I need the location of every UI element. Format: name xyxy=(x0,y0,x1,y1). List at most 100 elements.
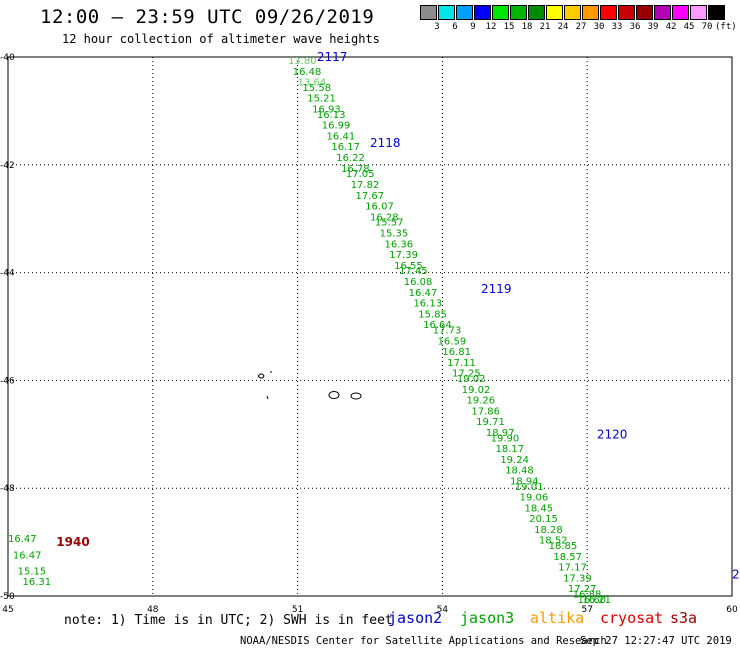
legend-item-jason3: jason3 xyxy=(460,609,515,627)
swh-value-label: 17.86 xyxy=(471,406,500,417)
lon-tick-label: 57 xyxy=(581,605,592,615)
scale-label: 39 xyxy=(647,22,659,32)
scale-swatch xyxy=(582,5,599,20)
swh-value-label: 17.82 xyxy=(351,180,380,191)
swh-value-label: 16.60 xyxy=(578,595,607,606)
scale-label: 21 xyxy=(539,22,551,32)
swh-value-label: 18.48 xyxy=(505,466,534,477)
swh-value-label: 16.07 xyxy=(365,202,394,213)
swh-value-label: 16.36 xyxy=(384,239,413,250)
swh-value-label: 18.97 xyxy=(486,428,515,439)
swh-value-label: 16.28 xyxy=(370,212,399,223)
swh-value-label: 17.39 xyxy=(563,573,592,584)
swh-value-label: 16.21 xyxy=(582,595,611,606)
swh-value-label: 16.13 xyxy=(413,299,442,310)
island-outline xyxy=(266,395,269,400)
swh-value-label: 17.27 xyxy=(568,584,597,595)
pass-number-label: 2120 xyxy=(597,427,628,441)
swh-value-label: 15.85 xyxy=(418,309,447,320)
scale-label: 6 xyxy=(452,22,458,32)
scale-label: 70 xyxy=(701,22,713,32)
swh-value-label: 15.35 xyxy=(380,228,409,239)
swh-value-label: 13.64 xyxy=(298,78,327,89)
scale-label: 45 xyxy=(683,22,695,32)
lon-tick-label: 45 xyxy=(2,605,13,615)
lat-tick-label: -50 xyxy=(0,592,15,602)
swh-value-label: 19.06 xyxy=(520,493,549,504)
swh-value-label: 19.01 xyxy=(515,482,544,493)
swh-value-label: 16.31 xyxy=(22,577,51,588)
swh-value-label: 17.05 xyxy=(346,169,375,180)
legend-item-altika: altika xyxy=(530,609,585,627)
swh-value-label: 16.47 xyxy=(13,550,42,561)
map-subtitle: 12 hour collection of altimeter wave hei… xyxy=(62,32,380,46)
swh-value-label: 18.85 xyxy=(549,541,578,552)
swh-value-label: 16.17 xyxy=(331,142,360,153)
swh-value-label: 20.15 xyxy=(529,514,558,525)
scale-swatch xyxy=(600,5,617,20)
scale-label: 33 xyxy=(611,22,623,32)
scale-label: (ft) xyxy=(715,22,737,32)
swh-value-label: 16.88 xyxy=(573,590,602,601)
swh-value-label: 18.17 xyxy=(495,444,524,455)
pass-number-label: 2117 xyxy=(317,50,348,64)
swh-value-label: 17.67 xyxy=(356,191,385,202)
scale-label: 9 xyxy=(470,22,476,32)
swh-value-label: 18.94 xyxy=(510,476,539,487)
scale-label: 36 xyxy=(629,22,641,32)
scale-label: 12 xyxy=(485,22,497,32)
swh-value-label: 13.80 xyxy=(288,56,317,67)
swh-value-label: 15.58 xyxy=(302,83,331,94)
swh-value-label: 19.26 xyxy=(467,396,496,407)
lat-tick-label: -46 xyxy=(0,376,15,386)
swh-value-label: 16.55 xyxy=(394,261,423,272)
lon-tick-label: 60 xyxy=(726,605,738,615)
map-title: 12:00 – 23:59 UTC 09/26/2019 xyxy=(40,6,375,28)
swh-value-label: 16.22 xyxy=(336,153,365,164)
swh-value-label: 17.11 xyxy=(447,358,476,369)
swh-value-label: 16.47 xyxy=(8,534,37,545)
swh-value-label: 15.15 xyxy=(18,566,47,577)
swh-value-label: 16.08 xyxy=(404,277,433,288)
swh-value-label: 16.59 xyxy=(438,336,467,347)
legend-item-jason2: jason2 xyxy=(388,609,443,627)
lat-tick-label: -44 xyxy=(0,269,15,279)
credit-line: NOAA/NESDIS Center for Satellite Applica… xyxy=(240,635,607,647)
pass-number-label: 2119 xyxy=(481,282,512,296)
swh-value-label: 16.78 xyxy=(341,164,370,175)
lat-tick-label: -48 xyxy=(0,484,15,494)
island-outline xyxy=(257,371,272,379)
scale-label: 3 xyxy=(434,22,440,32)
scale-swatch xyxy=(564,5,581,20)
swh-value-label: 16.47 xyxy=(409,288,438,299)
swh-value-label: 16.13 xyxy=(317,110,346,121)
scale-swatch xyxy=(636,5,653,20)
swh-value-label: 18.57 xyxy=(553,552,582,563)
swh-value-label: 16.99 xyxy=(322,121,351,132)
swh-value-label: 18.45 xyxy=(524,503,553,514)
swh-value-label: 19.02 xyxy=(457,374,486,385)
scale-swatch xyxy=(690,5,707,20)
units-note: note: 1) Time is in UTC; 2) SWH is in fe… xyxy=(64,613,393,628)
swh-value-label: 19.02 xyxy=(462,385,491,396)
scale-swatch xyxy=(618,5,635,20)
legend-item-s3a: s3a xyxy=(670,609,698,627)
swh-value-label: 16.64 xyxy=(423,320,452,331)
scale-swatch xyxy=(492,5,509,20)
swh-value-label: 19.71 xyxy=(476,417,505,428)
lon-tick-label: 48 xyxy=(147,605,159,615)
swh-value-label: 16.93 xyxy=(312,105,341,116)
swh-value-label: 18.52 xyxy=(539,536,568,547)
scale-swatch xyxy=(546,5,563,20)
swh-value-label: 15.21 xyxy=(307,94,336,105)
swh-value-label: 17.73 xyxy=(433,326,462,337)
pass-number-label: 2118 xyxy=(370,136,401,150)
scale-swatch xyxy=(456,5,473,20)
scale-swatch xyxy=(654,5,671,20)
swh-value-label: 19.24 xyxy=(500,455,529,466)
scale-swatch xyxy=(474,5,491,20)
scale-label: 15 xyxy=(503,22,515,32)
island-outline xyxy=(328,391,340,399)
swh-value-label: 16.41 xyxy=(327,131,356,142)
